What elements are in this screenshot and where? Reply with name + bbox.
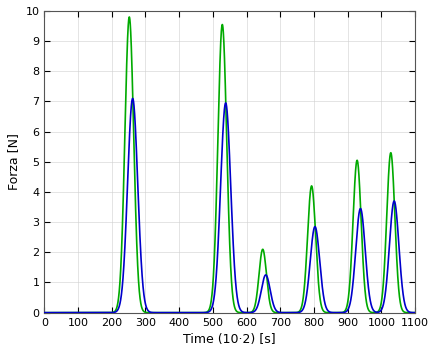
X-axis label: Time (10·2) [s]: Time (10·2) [s]: [184, 333, 276, 346]
Y-axis label: Forza [N]: Forza [N]: [7, 133, 20, 190]
